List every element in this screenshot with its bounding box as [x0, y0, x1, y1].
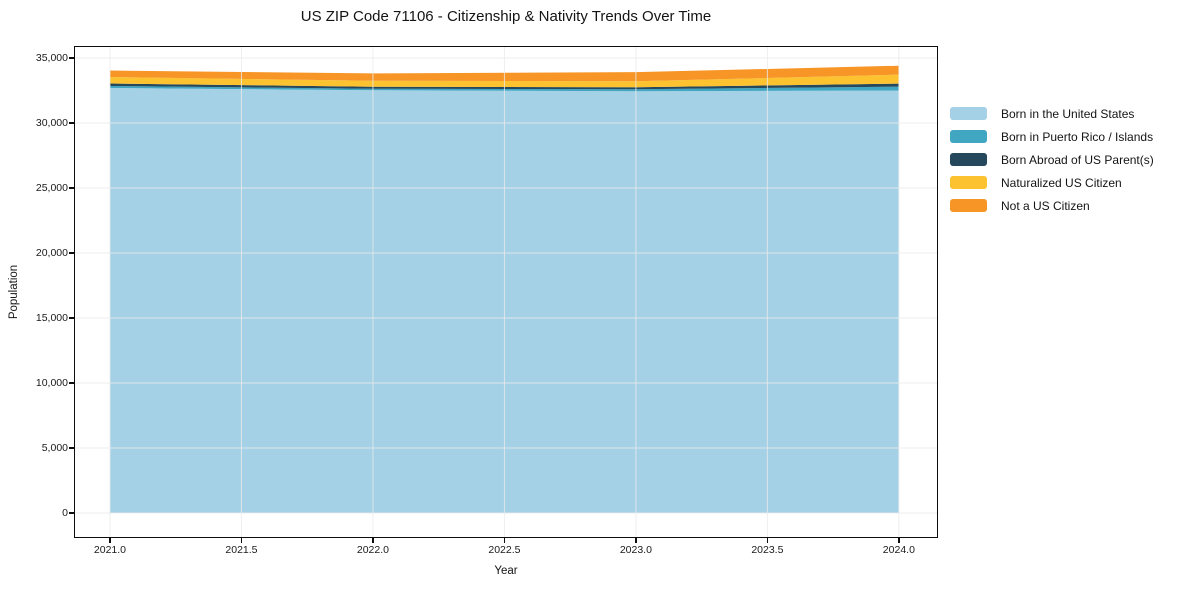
x-tick-mark: [898, 538, 900, 543]
y-tick-label: 35,000: [35, 52, 68, 65]
x-tick-mark: [240, 538, 243, 543]
area-series-1: [109, 85, 899, 92]
y-tick-mark: [69, 187, 74, 189]
x-tick-mark: [503, 538, 506, 543]
y-tick-label: 10,000: [35, 376, 68, 389]
legend-swatch-icon: [950, 199, 987, 212]
y-tick-label: 25,000: [35, 182, 68, 195]
legend-swatch-icon: [950, 153, 987, 166]
x-tick-label: 2022.5: [488, 544, 521, 556]
x-tick-mark: [635, 538, 637, 543]
plot-area: [74, 46, 938, 538]
y-tick-mark: [69, 382, 74, 384]
legend-item: Born in Puerto Rico / Islands: [950, 125, 1154, 148]
x-tick-label: 2023.0: [619, 544, 652, 556]
chart-title: US ZIP Code 71106 - Citizenship & Nativi…: [300, 8, 712, 25]
x-tick-label: 2021.0: [93, 544, 127, 556]
legend-label: Born in the United States: [1001, 106, 1135, 121]
area-series-3: [109, 74, 899, 88]
x-tick-label: 2022.0: [356, 544, 389, 556]
x-tick-label: 2023.5: [751, 544, 784, 556]
legend-swatch-icon: [950, 130, 987, 143]
legend-label: Born Abroad of US Parent(s): [1001, 152, 1154, 167]
legend-item: Naturalized US Citizen: [950, 171, 1154, 194]
x-tick-label: 2021.5: [225, 544, 258, 556]
y-tick-mark: [69, 57, 74, 59]
y-tick-mark: [69, 447, 74, 449]
legend-swatch-icon: [950, 107, 987, 120]
legend-label: Not a US Citizen: [1001, 198, 1090, 213]
legend-swatch-icon: [950, 176, 987, 189]
legend-item: Born in the United States: [950, 102, 1154, 125]
y-tick-label: 5,000: [41, 441, 68, 454]
x-tick-mark: [766, 538, 769, 543]
y-tick-mark: [69, 512, 74, 514]
x-axis-label: Year: [494, 565, 518, 577]
legend-label: Born in Puerto Rico / Islands: [1001, 129, 1154, 144]
x-tick-label: 2024.0: [882, 544, 915, 556]
y-tick-mark: [69, 122, 74, 124]
y-tick-label: 20,000: [35, 247, 68, 259]
legend: Born in the United States Born in Puerto …: [950, 102, 1154, 217]
area-series-2: [109, 83, 899, 90]
stacked-area-plot: [75, 47, 937, 537]
x-tick-mark: [109, 538, 111, 543]
y-tick-mark: [69, 317, 74, 319]
x-tick-mark: [372, 538, 374, 543]
legend-item: Not a US Citizen: [950, 194, 1154, 217]
legend-item: Born Abroad of US Parent(s): [950, 148, 1154, 171]
y-tick-mark: [69, 252, 74, 254]
y-tick-label: 30,000: [35, 117, 68, 130]
legend-label: Naturalized US Citizen: [1001, 175, 1122, 190]
y-tick-label: 15,000: [35, 311, 68, 324]
y-axis-label: Population: [8, 264, 20, 320]
y-tick-label: 0: [62, 506, 68, 519]
